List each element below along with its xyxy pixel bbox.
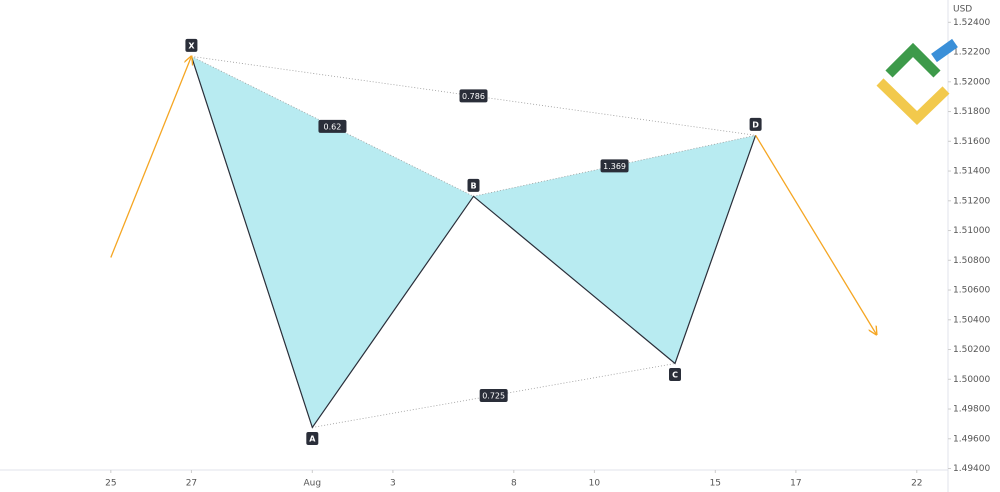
y-tick-label: 1.50000: [953, 375, 990, 385]
x-tick-label: 27: [186, 479, 197, 489]
y-tick-label: 1.51200: [953, 196, 990, 206]
x-tick-label: 15: [710, 479, 721, 489]
y-tick-label: 1.51800: [953, 107, 990, 117]
ratio-box: [459, 89, 488, 103]
x-tick-label: 17: [790, 479, 801, 489]
ratio-label: 1.369: [603, 162, 626, 171]
y-tick-label: 1.49400: [953, 464, 990, 474]
point-label: B: [470, 181, 476, 190]
trend-arrow: [110, 56, 192, 258]
ratio-line: [312, 363, 676, 428]
ratio-box: [479, 388, 508, 402]
x-tick-label: 22: [911, 479, 922, 489]
y-tick-label: 1.50200: [953, 345, 990, 355]
point-label: X: [188, 41, 195, 50]
pattern-fill: [473, 135, 756, 364]
x-tick-label: 25: [105, 479, 116, 489]
x-tick-label: 8: [511, 479, 517, 489]
y-tick-label: 1.49600: [953, 434, 990, 444]
pattern-fill: [191, 56, 474, 428]
y-tick-label: 1.50600: [953, 286, 990, 296]
y-tick-label: 1.50400: [953, 315, 990, 325]
y-tick-label: 1.52000: [953, 77, 990, 87]
y-tick-label: 1.51000: [953, 226, 990, 236]
point-box: [185, 38, 198, 52]
point-label: A: [309, 434, 316, 443]
logo: [876, 38, 958, 125]
ratio-box: [600, 159, 629, 173]
ratio-line: [191, 55, 756, 136]
y-tick-label: 1.50800: [953, 256, 990, 266]
point-box: [306, 431, 319, 445]
y-tick-label: 1.51400: [953, 167, 990, 177]
point-box: [669, 368, 681, 382]
x-tick-label: 3: [390, 479, 396, 489]
ratio-box: [318, 119, 347, 133]
y-tick-label: 1.51600: [953, 137, 990, 147]
x-tick-label: 10: [589, 479, 601, 489]
y-tick-label: 1.52200: [953, 48, 990, 58]
point-label: D: [752, 120, 759, 129]
ratio-label: 0.62: [324, 122, 342, 131]
y-tick-label: 1.52400: [953, 18, 990, 28]
point-box: [467, 178, 480, 192]
pattern-line: [190, 56, 757, 429]
ratio-label: 0.725: [482, 391, 505, 400]
x-tick-label: Aug: [304, 479, 322, 489]
point-box: [749, 117, 762, 131]
y-axis-label: USD: [953, 5, 972, 15]
y-tick-label: 1.49800: [953, 405, 990, 415]
ratio-label: 0.786: [462, 92, 485, 101]
point-label: C: [672, 371, 678, 380]
trend-arrow: [755, 135, 877, 334]
